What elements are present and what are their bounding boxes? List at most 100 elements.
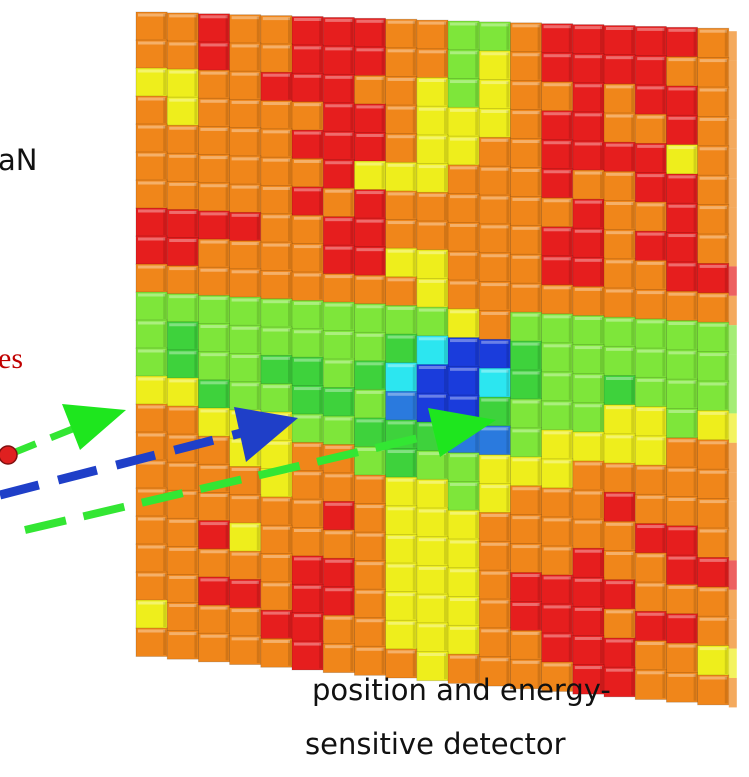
- pixel: [382, 591, 385, 617]
- pixel: [169, 295, 196, 298]
- pixel: [413, 622, 416, 648]
- pixel: [325, 47, 352, 50]
- pixel: [226, 269, 229, 294]
- pixel: [413, 279, 416, 305]
- pixel: [694, 616, 697, 642]
- pixel: [506, 486, 509, 512]
- pixel: [606, 144, 633, 147]
- pixel: [662, 262, 665, 288]
- pixel: [512, 603, 539, 606]
- pixel: [544, 373, 571, 376]
- pixel: [382, 49, 385, 75]
- pixel: [350, 646, 353, 671]
- pixel: [382, 391, 385, 417]
- pixel: [382, 648, 385, 674]
- pixel: [544, 112, 571, 115]
- pixel: [138, 602, 165, 605]
- pixel: [382, 334, 385, 360]
- pixel: [413, 479, 416, 505]
- pixel: [350, 589, 353, 614]
- pixel: [481, 370, 508, 373]
- pixel: [194, 155, 197, 180]
- pixel: [600, 114, 603, 140]
- pixel: [319, 558, 322, 583]
- pixel: [263, 498, 290, 501]
- pixel: [725, 30, 728, 56]
- pixel: [544, 518, 571, 521]
- pixel: [257, 243, 260, 268]
- pixel: [325, 218, 352, 221]
- pixel: [481, 23, 508, 26]
- pixel: [538, 169, 541, 195]
- pixel: [444, 22, 447, 48]
- pixel: [194, 492, 197, 517]
- pixel: [631, 553, 634, 579]
- pixel: [419, 194, 446, 197]
- pixel: [506, 514, 509, 540]
- pixel: [382, 192, 385, 218]
- pixel: [382, 506, 385, 532]
- pixel: [194, 352, 197, 377]
- pixel: [512, 458, 539, 461]
- pixel: [319, 104, 322, 129]
- pixel: [506, 24, 509, 50]
- pixel: [319, 47, 322, 72]
- pixel: [694, 410, 697, 436]
- pixel: [388, 307, 415, 310]
- pixel: [257, 73, 260, 98]
- pixel: [668, 87, 695, 90]
- pixel: [694, 176, 697, 202]
- pixel: [668, 527, 695, 530]
- pixel: [668, 234, 695, 237]
- pixel: [668, 469, 695, 472]
- pixel: [226, 438, 229, 463]
- pixel: [319, 160, 322, 185]
- pixel: [257, 638, 260, 663]
- pixel: [356, 648, 383, 651]
- pixel: [506, 197, 509, 223]
- pixel: [257, 327, 260, 352]
- pixel: [606, 640, 633, 643]
- pixel: [631, 465, 634, 491]
- pixel: [294, 472, 321, 475]
- pixel: [700, 59, 727, 62]
- pixel: [169, 436, 196, 439]
- pixel: [194, 99, 197, 124]
- pixel: [226, 354, 229, 379]
- pixel: [356, 505, 383, 508]
- pixel: [450, 541, 477, 544]
- pixel: [444, 80, 447, 106]
- pixel: [450, 195, 477, 198]
- pixel: [569, 374, 572, 400]
- pixel: [444, 567, 447, 593]
- pixel: [700, 206, 727, 209]
- pixel: [637, 320, 664, 323]
- pixel: [506, 168, 509, 194]
- pixel: [662, 204, 665, 230]
- pixel: [725, 618, 728, 644]
- pixel: [662, 28, 665, 54]
- pixel: [569, 171, 572, 197]
- pixel: [600, 637, 603, 663]
- pixel: [194, 605, 197, 630]
- pixel: [512, 632, 539, 635]
- pixel: [382, 220, 385, 246]
- pixel: [729, 178, 737, 207]
- pixel: [294, 188, 321, 191]
- pixel: [475, 52, 478, 78]
- pixel: [544, 576, 571, 579]
- pixel: [668, 410, 695, 413]
- pixel: [419, 165, 446, 168]
- pixel: [481, 543, 508, 546]
- pixel: [600, 579, 603, 605]
- pixel: [600, 288, 603, 314]
- pixel: [662, 672, 665, 698]
- pixel: [544, 605, 571, 608]
- pixel: [444, 194, 447, 220]
- pixel: [163, 70, 166, 95]
- pixel: [538, 372, 541, 398]
- pixel: [450, 569, 477, 572]
- pixel: [600, 434, 603, 460]
- pixel: [350, 76, 353, 101]
- pixel: [475, 541, 478, 567]
